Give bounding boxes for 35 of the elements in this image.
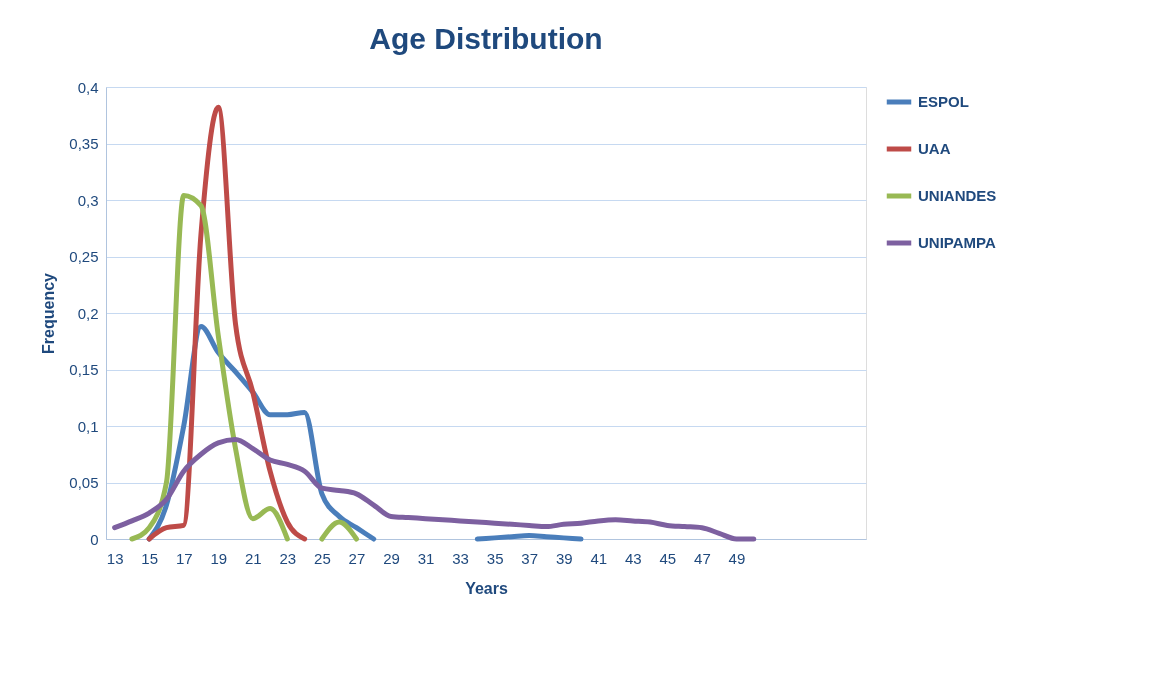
legend-label: UNIANDES <box>918 187 997 204</box>
y-tick-label: 0 <box>90 530 99 548</box>
y-tick-label: 0,4 <box>77 78 99 96</box>
y-axis-title: Frequency <box>40 272 58 354</box>
x-tick-label: 35 <box>486 549 504 567</box>
y-tick-label: 0,2 <box>77 304 99 322</box>
y-tick-label: 0,3 <box>77 191 99 209</box>
x-tick-label: 23 <box>279 549 297 567</box>
x-tick-label: 27 <box>348 549 366 567</box>
x-tick-label: 39 <box>555 549 573 567</box>
x-tick-label: 25 <box>314 549 331 567</box>
legend-label: UNIPAMPA <box>918 234 996 251</box>
x-tick-label: 43 <box>624 549 642 567</box>
y-tick-label: 0,1 <box>77 417 99 435</box>
y-tick-label: 0,25 <box>69 248 99 265</box>
x-tick-label: 47 <box>694 549 711 567</box>
y-tick-label: 0,05 <box>69 474 99 491</box>
x-tick-label: 19 <box>210 549 228 567</box>
x-tick-label: 13 <box>106 549 124 567</box>
y-tick-label: 0,15 <box>69 361 99 378</box>
x-axis-title: Years <box>465 579 508 597</box>
y-tick-label: 0,35 <box>69 135 99 152</box>
chart-title: Age Distribution <box>369 22 603 55</box>
legend-label: ESPOL <box>918 93 969 110</box>
x-tick-label: 45 <box>659 549 677 567</box>
x-tick-label: 33 <box>452 549 469 567</box>
legend-label: UAA <box>918 140 951 157</box>
x-tick-label: 29 <box>383 549 400 567</box>
x-tick-label: 17 <box>175 549 193 567</box>
x-tick-label: 49 <box>728 549 746 567</box>
x-tick-label: 15 <box>141 549 159 567</box>
x-tick-label: 37 <box>521 549 539 567</box>
x-tick-label: 31 <box>417 549 435 567</box>
x-tick-label: 21 <box>244 549 262 567</box>
x-tick-label: 41 <box>590 549 608 567</box>
